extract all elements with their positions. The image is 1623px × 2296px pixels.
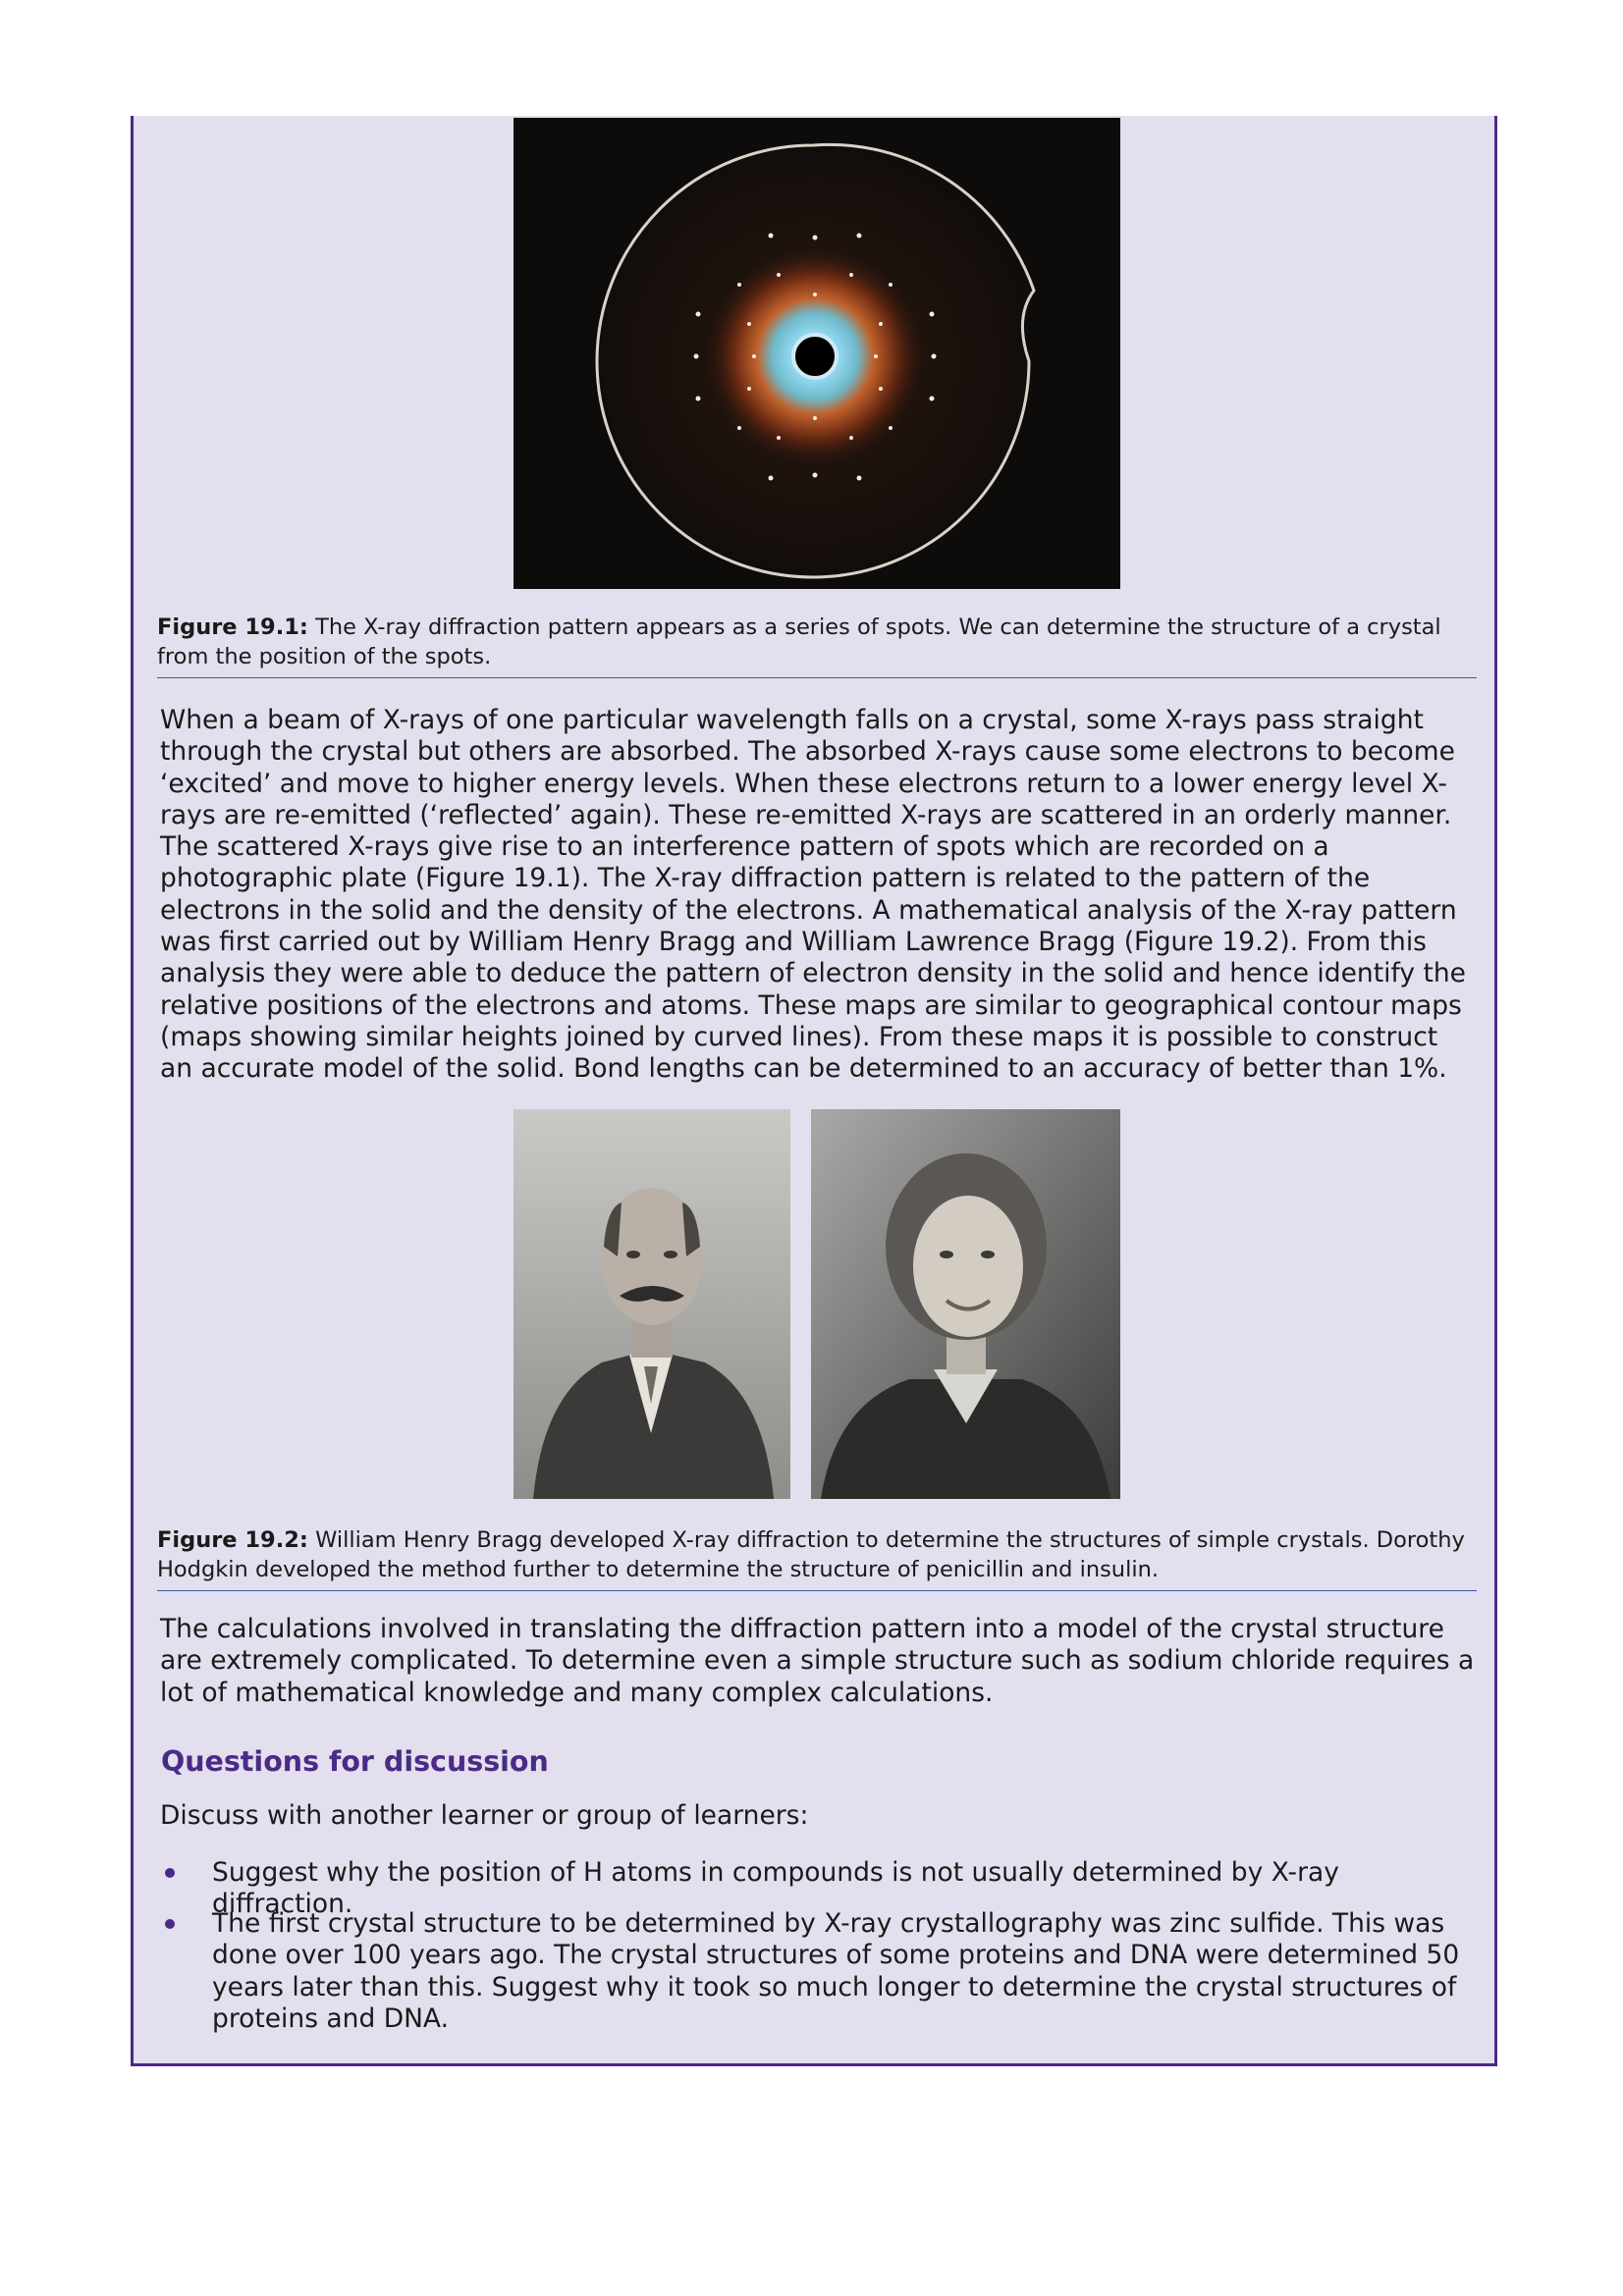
figure-label: Figure 19.2: xyxy=(157,1527,308,1553)
body-paragraph: The calculations involved in translating… xyxy=(160,1614,1475,1708)
list-item: Suggest why the position of H atoms in c… xyxy=(165,1857,1479,1921)
portrait-woman-graphic xyxy=(811,1109,1120,1499)
questions-intro: Discuss with another learner or group of… xyxy=(160,1800,809,1831)
bragg-portrait xyxy=(514,1109,790,1499)
caption-divider xyxy=(157,677,1477,678)
list-item-text: The first crystal structure to be determ… xyxy=(212,1908,1460,2034)
body-paragraph: When a beam of X-rays of one particular … xyxy=(160,705,1466,1085)
hodgkin-portrait xyxy=(811,1109,1120,1499)
bullet-icon xyxy=(165,1919,175,1929)
figure-caption-text: The X-ray diffraction pattern appears as… xyxy=(157,614,1441,669)
portrait-man-graphic xyxy=(514,1109,790,1499)
figure-19-1-caption: Figure 19.1: The X-ray diffraction patte… xyxy=(157,613,1477,671)
figure-caption-text: William Henry Bragg developed X-ray diff… xyxy=(157,1527,1465,1582)
content-panel: Figure 19.1: The X-ray diffraction patte… xyxy=(131,116,1497,2066)
portraits-figure xyxy=(514,1109,1120,1499)
figure-label: Figure 19.1: xyxy=(157,614,308,640)
caption-divider xyxy=(157,1590,1477,1591)
figure-19-2-caption: Figure 19.2: William Henry Bragg develop… xyxy=(157,1525,1477,1584)
list-item: The first crystal structure to be determ… xyxy=(165,1908,1479,2035)
diffraction-pattern-graphic xyxy=(514,118,1120,589)
xray-diffraction-image xyxy=(514,118,1120,589)
list-item-text: Suggest why the position of H atoms in c… xyxy=(212,1857,1339,1920)
questions-heading: Questions for discussion xyxy=(161,1745,549,1778)
bullet-icon xyxy=(165,1868,175,1878)
